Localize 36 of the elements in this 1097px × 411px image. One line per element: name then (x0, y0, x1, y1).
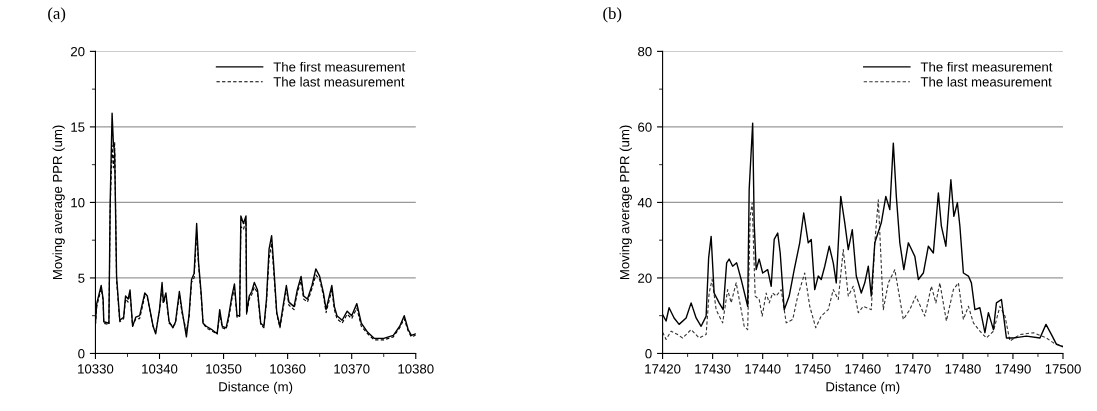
y-tick-label: 60 (638, 122, 652, 132)
chart-title: (b) (603, 7, 622, 23)
x-tick-label: 10350 (206, 364, 242, 374)
x-tick-label: 10330 (78, 364, 114, 374)
x-tick-label: 17490 (995, 364, 1031, 374)
y-tick-label: 80 (638, 46, 652, 57)
x-tick-label: 17500 (1045, 364, 1081, 374)
y-tick-label: 10 (71, 197, 85, 208)
y-tick-label: 15 (71, 122, 85, 132)
x-axis-title: Distance (m) (219, 381, 293, 395)
chart-title: (a) (48, 7, 66, 23)
x-tick-label: 10380 (398, 364, 434, 374)
x-tick-label: 17450 (795, 364, 831, 374)
x-tick-label: 17480 (945, 364, 981, 374)
legend-label: The last measurement (273, 76, 405, 87)
x-tick-label: 17440 (745, 364, 781, 374)
x-tick-label: 10340 (142, 364, 178, 374)
legend-label: The last measurement (920, 76, 1052, 87)
x-tick-label: 10360 (270, 364, 306, 374)
x-tick-label: 17420 (645, 364, 681, 374)
x-tick-label: 17470 (895, 364, 931, 374)
y-axis-title: Moving average PPR (um) (52, 125, 65, 280)
y-tick-label: 0 (645, 349, 652, 359)
legend-label: The first measurement (920, 61, 1053, 72)
line-series (662, 199, 1063, 347)
y-tick-label: 40 (637, 197, 652, 208)
y-axis-title: Moving average PPR (um) (619, 125, 632, 280)
x-tick-label: 17460 (845, 364, 881, 374)
x-tick-label: 10370 (334, 364, 370, 374)
y-tick-label: 0 (78, 349, 85, 359)
y-tick-label: 5 (78, 273, 85, 283)
x-axis-title: Distance (m) (826, 381, 900, 395)
y-tick-label: 20 (71, 46, 85, 57)
y-tick-label: 20 (638, 273, 652, 283)
x-tick-label: 17430 (695, 364, 731, 374)
legend-label: The first measurement (273, 61, 406, 72)
